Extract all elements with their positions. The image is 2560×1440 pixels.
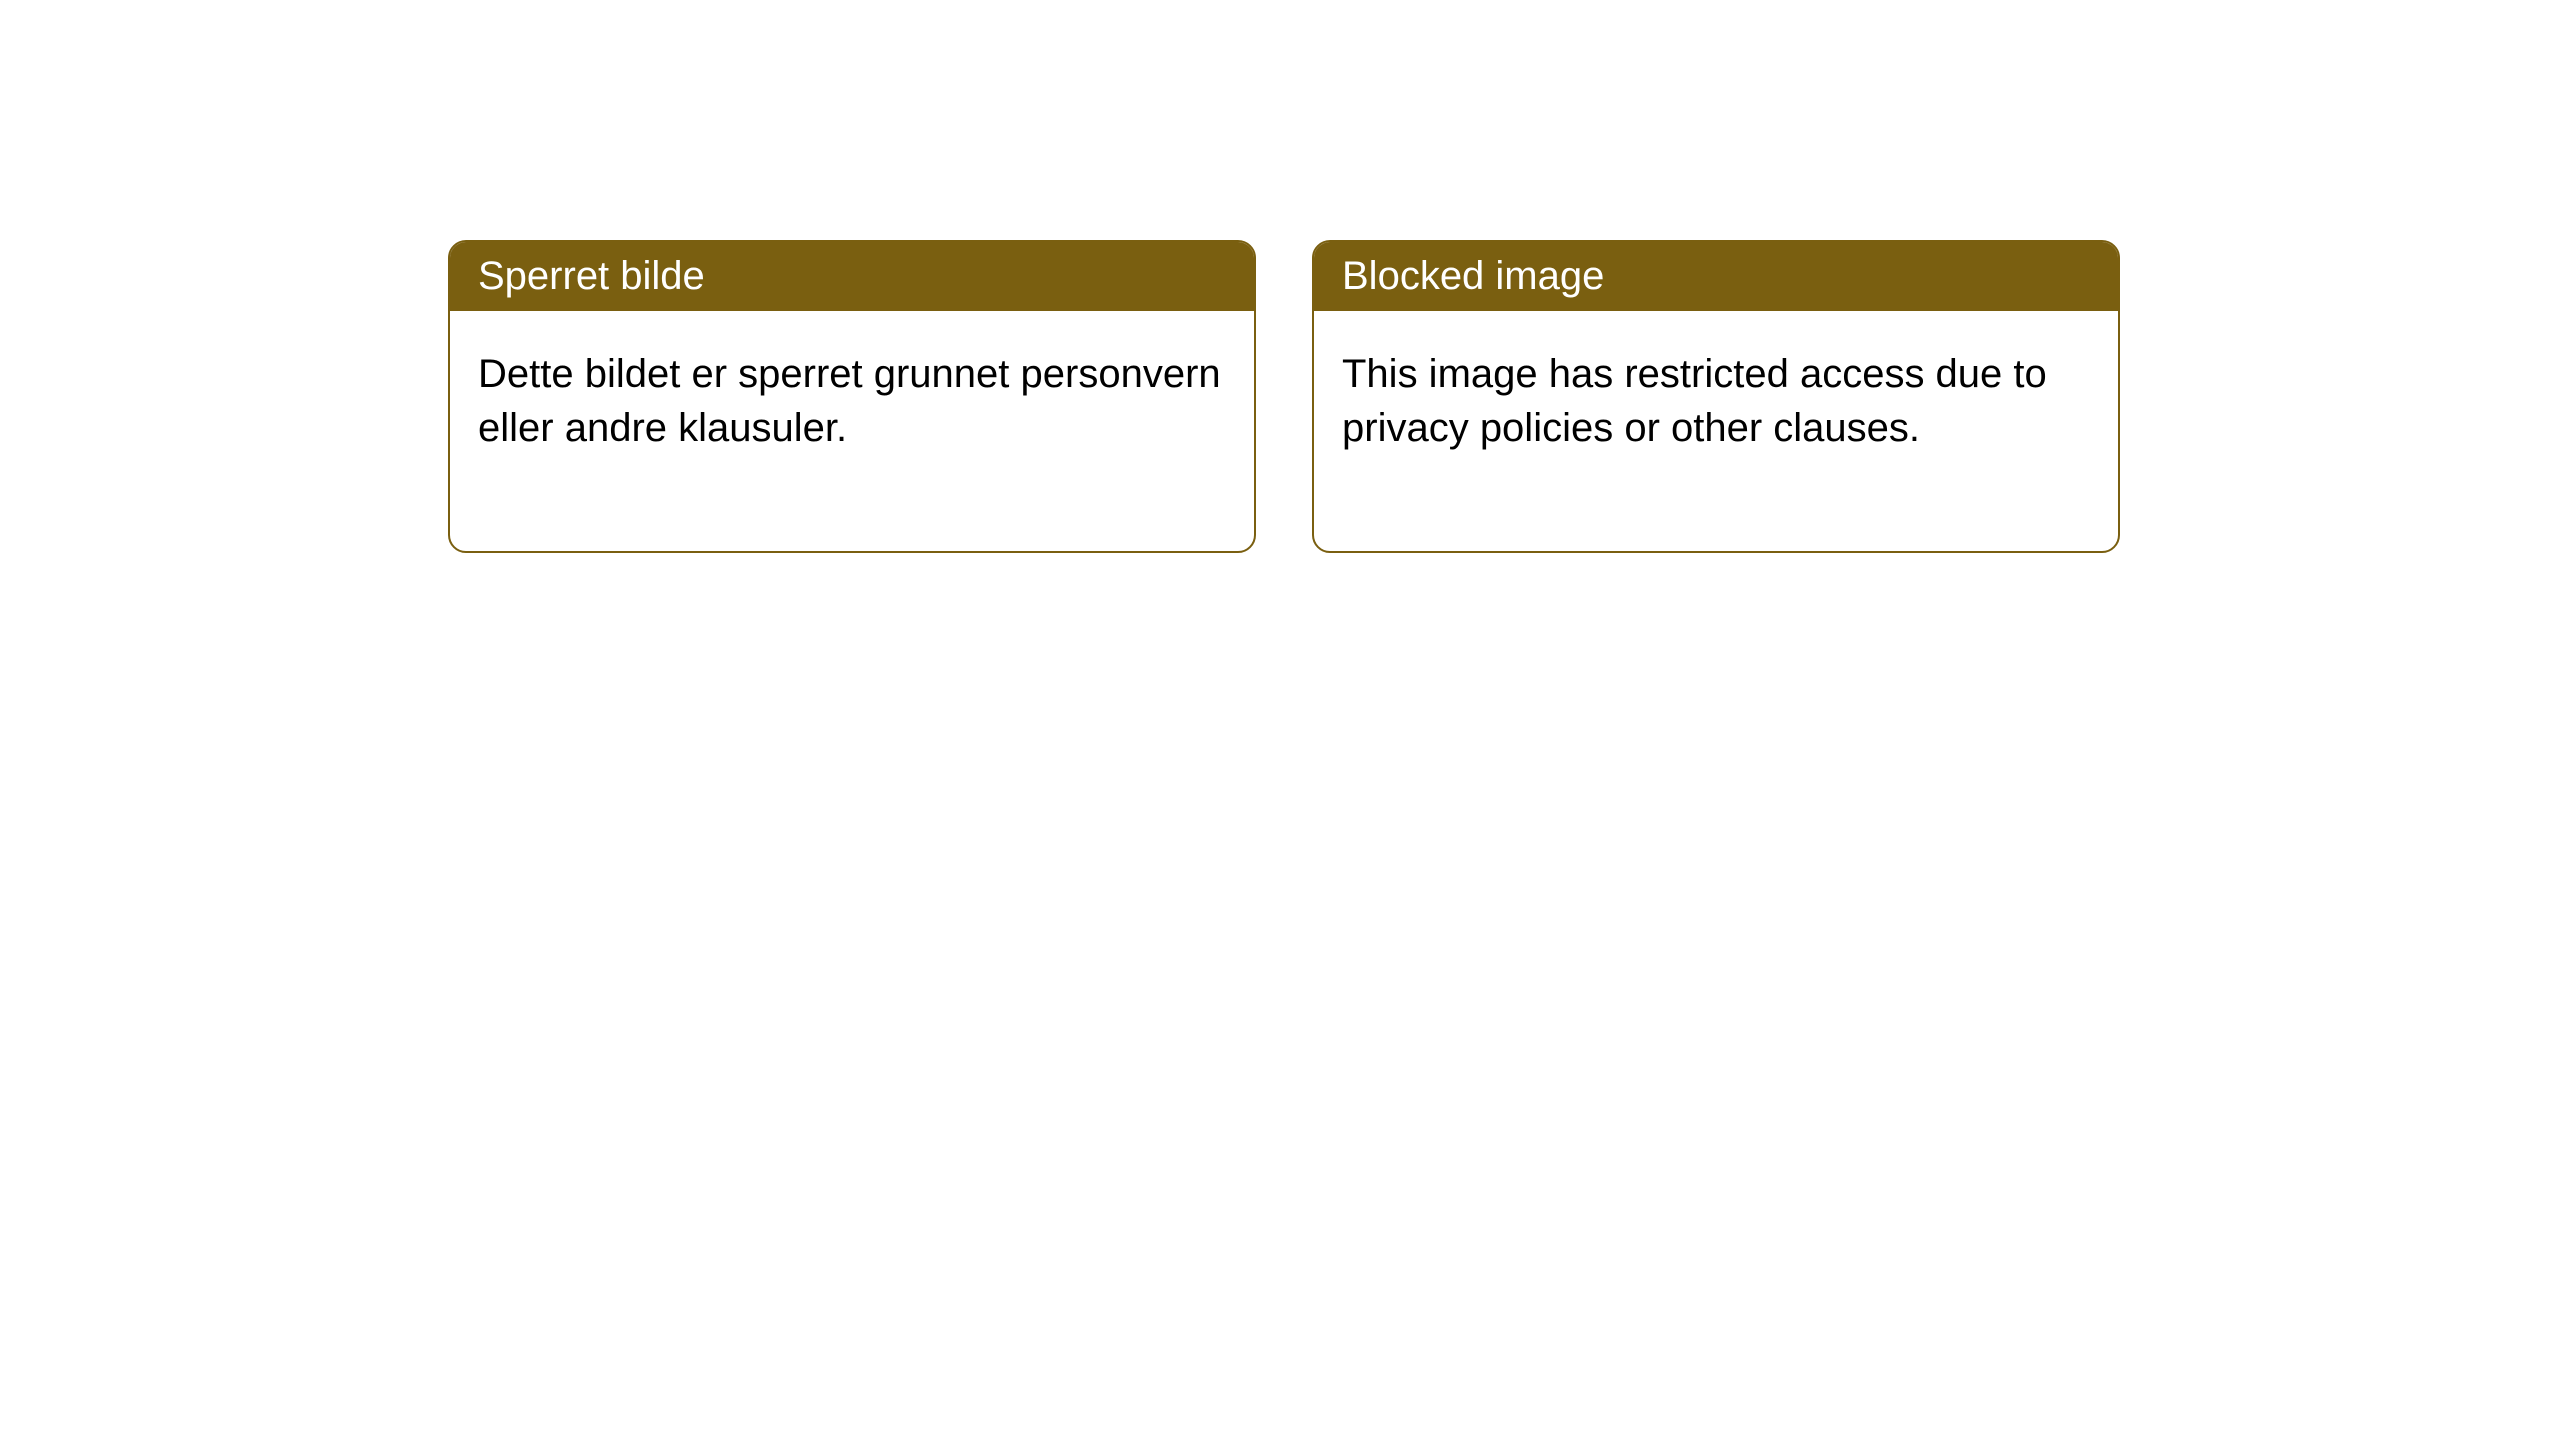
notice-container: Sperret bilde Dette bildet er sperret gr…	[448, 240, 2120, 553]
notice-body: This image has restricted access due to …	[1314, 311, 2118, 551]
notice-box-norwegian: Sperret bilde Dette bildet er sperret gr…	[448, 240, 1256, 553]
notice-header: Blocked image	[1314, 242, 2118, 311]
notice-box-english: Blocked image This image has restricted …	[1312, 240, 2120, 553]
notice-body: Dette bildet er sperret grunnet personve…	[450, 311, 1254, 551]
notice-header: Sperret bilde	[450, 242, 1254, 311]
